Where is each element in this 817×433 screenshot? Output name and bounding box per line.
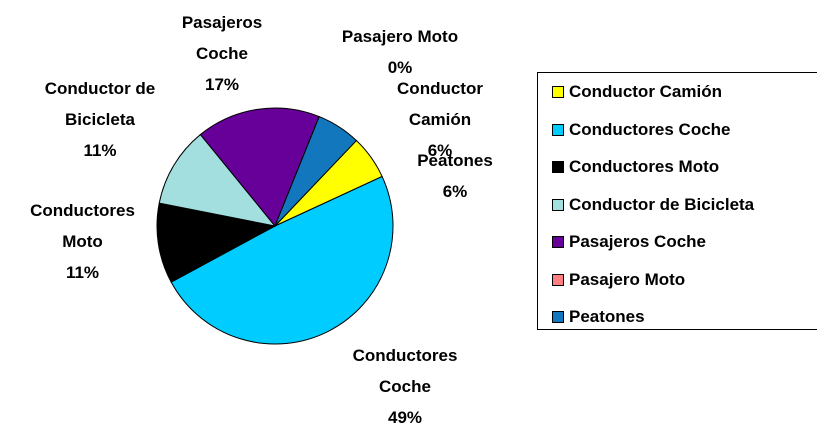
slice-label-value: 6% xyxy=(427,141,453,160)
legend: Conductor Camión Conductores Coche Conduct… xyxy=(537,72,817,330)
pie-slice xyxy=(158,133,277,227)
slice-label: Conductores Moto 11% xyxy=(10,195,155,288)
legend-label: Pasajero Moto xyxy=(569,269,686,289)
slice-label-name: Conductor de Bicicleta xyxy=(44,79,156,129)
pie-slice xyxy=(156,202,277,283)
pie-slice xyxy=(170,175,394,345)
legend-swatch xyxy=(552,236,564,248)
legend-label: Pasajeros Coche xyxy=(569,232,707,251)
slice-label-name: Conductores Coche xyxy=(352,346,458,396)
legend-label: Conductores Coche xyxy=(569,119,731,139)
slice-label-name: Peatones xyxy=(417,151,493,170)
slice-label-value: 0% xyxy=(387,58,413,77)
slice-label: Pasajeros Coche 17% xyxy=(162,7,282,100)
legend-label: Conductores Moto xyxy=(569,157,720,176)
slice-label-value: 17% xyxy=(204,75,240,94)
slice-label-name: Conductor Camión xyxy=(397,79,483,129)
slice-label-name: Pasajero Moto xyxy=(341,27,459,46)
legend-swatch xyxy=(552,198,564,211)
slice-label-value: 11% xyxy=(65,263,100,282)
legend-label: Conductor Camión xyxy=(569,82,722,101)
legend-label: Conductor de Bicicleta xyxy=(569,194,755,214)
slice-label-name: Pasajeros Coche xyxy=(181,13,263,63)
slice-label: Pasajero Moto 0% xyxy=(310,21,490,83)
legend-swatch xyxy=(552,161,564,173)
legend-swatch xyxy=(552,311,564,323)
chart xyxy=(156,107,394,345)
slice-label: Conductor Camión 6% xyxy=(370,73,510,166)
legend-swatch xyxy=(552,123,564,136)
slice-label: Peatones 6% xyxy=(390,145,520,207)
slice-label-name: Conductores Moto xyxy=(30,201,135,251)
pie-slice xyxy=(274,115,358,227)
slice-label: Conductor de Bicicleta 11% xyxy=(20,73,180,166)
pie-slice xyxy=(199,107,320,227)
slice-label-value: 11% xyxy=(83,141,117,160)
legend-swatch xyxy=(552,273,564,286)
slice-label: Conductores Coche 49% xyxy=(330,340,480,433)
slice-label-value: 6% xyxy=(442,182,468,201)
legend-label: Peatones xyxy=(569,307,645,326)
slice-label-value: 49% xyxy=(387,408,423,427)
page: Conductor Camión Conductores Coche Conduct… xyxy=(10,7,817,427)
legend-swatch xyxy=(552,86,564,98)
